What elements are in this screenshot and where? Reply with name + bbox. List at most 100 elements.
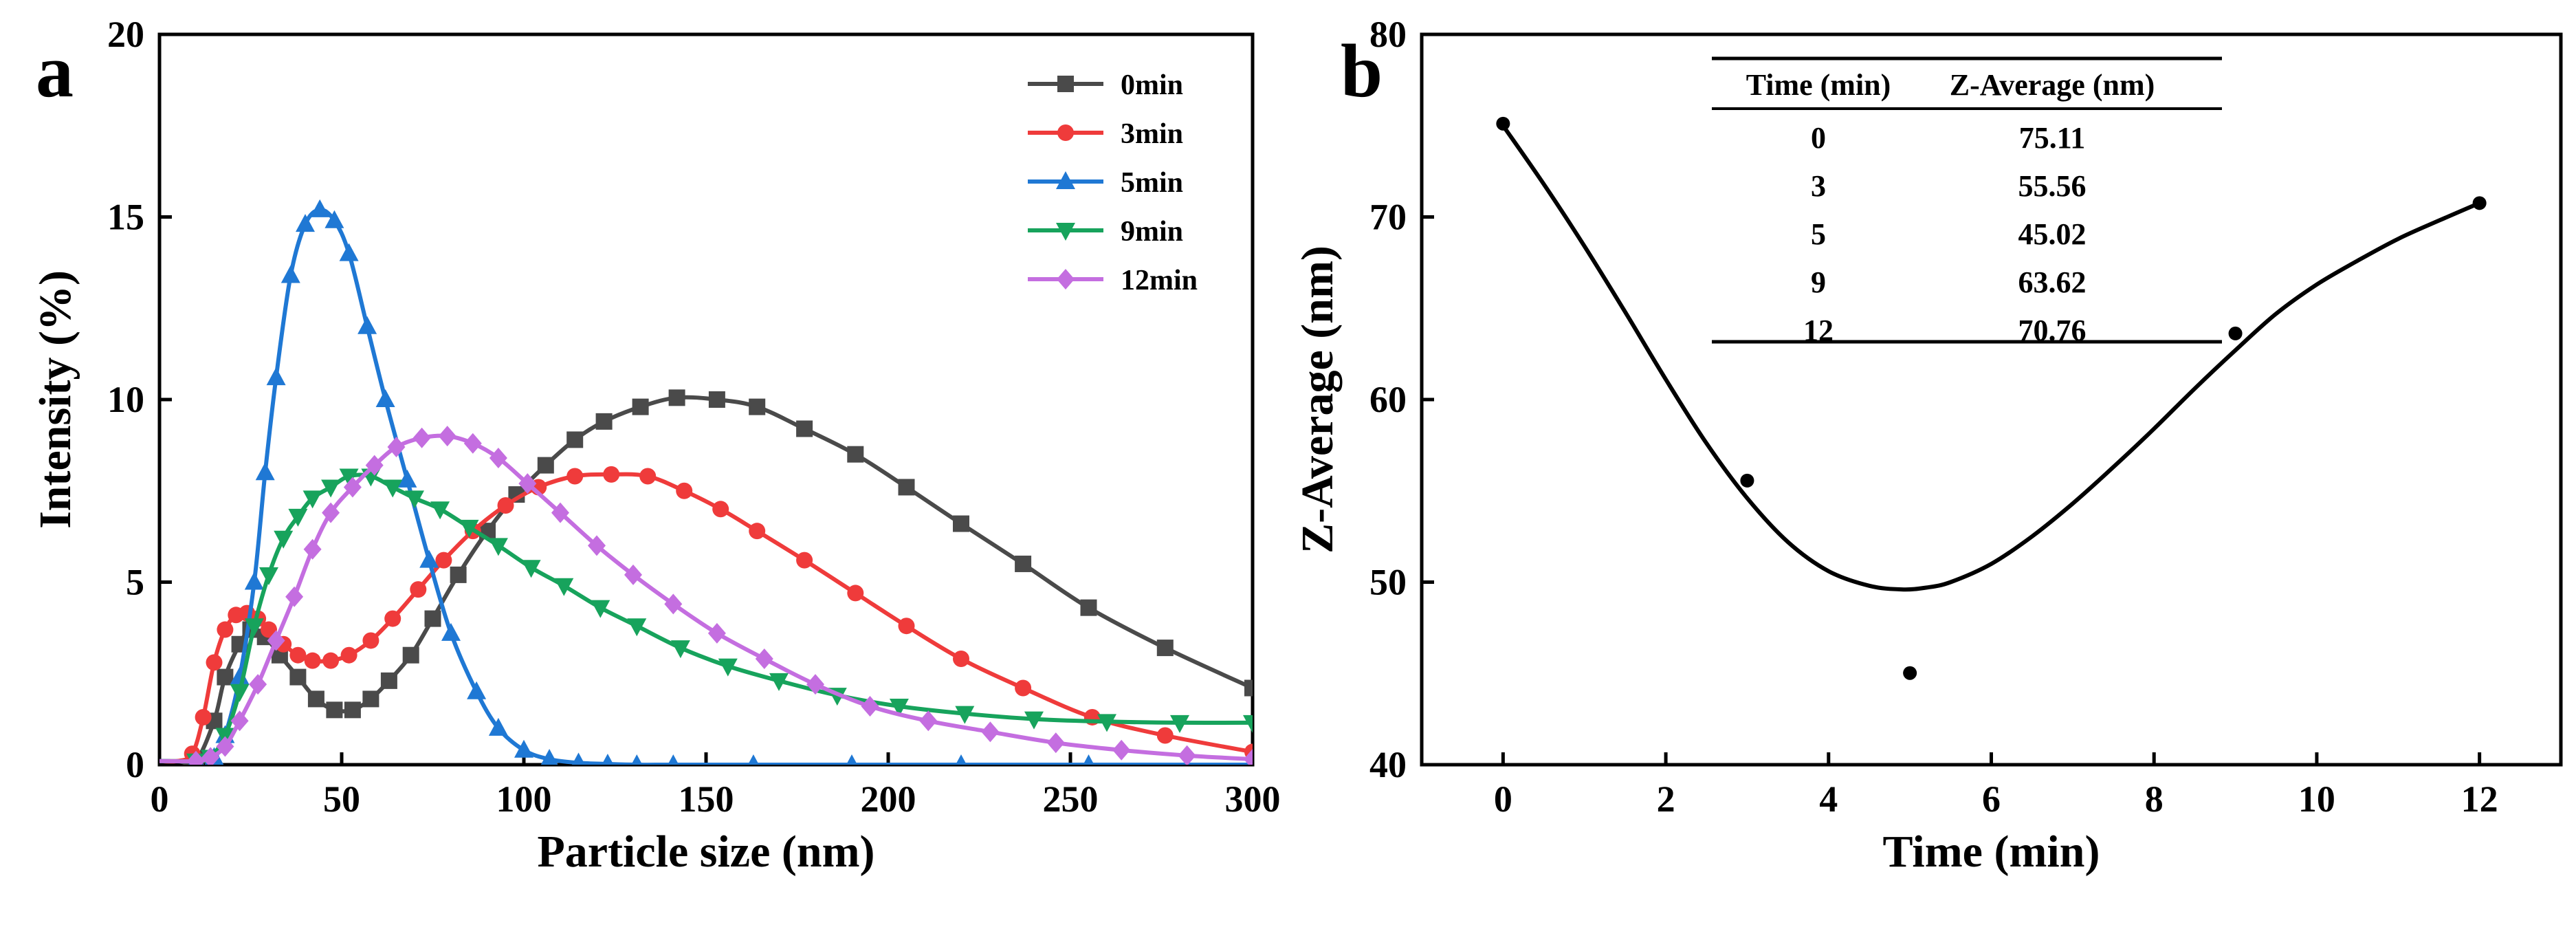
panel-label-b: b xyxy=(1341,29,1383,113)
data-point-3min xyxy=(195,708,212,726)
data-point-12min xyxy=(343,477,362,498)
data-point-3min xyxy=(566,468,584,485)
data-point-12min xyxy=(806,674,824,695)
b-y-tick-label: 40 xyxy=(1369,744,1407,785)
data-point-12min xyxy=(664,593,683,615)
b-plot-frame xyxy=(1420,32,2563,767)
legend-marker-3min xyxy=(1057,124,1074,141)
data-point-0min xyxy=(217,668,234,686)
series-line-5min xyxy=(159,207,1253,765)
legend-marker-12min xyxy=(1057,269,1075,290)
data-point-12min xyxy=(230,710,249,732)
data-point-5min xyxy=(668,754,679,765)
data-point-12min xyxy=(707,622,726,644)
data-point-9min xyxy=(288,508,308,527)
series-line-12min xyxy=(159,433,1253,764)
data-point-9min xyxy=(274,530,294,549)
data-point-9min xyxy=(955,706,975,724)
fit-curve xyxy=(1501,124,2480,592)
data-point-9min xyxy=(554,578,574,596)
data-point-3min xyxy=(410,581,427,598)
data-point-3min xyxy=(603,466,620,483)
data-point-12min xyxy=(1112,739,1131,761)
a-y-tick-label: 0 xyxy=(126,744,144,785)
b-x-tick-label: 4 xyxy=(1819,778,1838,820)
data-point-12min xyxy=(518,473,537,494)
data-point-5min xyxy=(514,739,533,758)
data-point-0min xyxy=(380,672,397,689)
data-point-12min xyxy=(249,674,267,695)
data-point-12min xyxy=(387,437,406,458)
legend-label-0min: 0min xyxy=(1121,69,1183,101)
data-point-0min xyxy=(537,457,554,474)
a-x-tick-label: 200 xyxy=(861,778,916,820)
b-y-axis-label: Z-Average (nm) xyxy=(1292,246,1343,554)
b-x-tick-label: 12 xyxy=(2461,778,2498,820)
data-point-9min xyxy=(670,640,690,659)
b-x-axis-label: Time (min) xyxy=(1883,827,2100,877)
data-point-5min xyxy=(244,571,264,590)
data-point-9min xyxy=(459,519,479,538)
table-cell-time: 5 xyxy=(1811,217,1826,251)
data-point-0min xyxy=(450,566,467,583)
data-point-3min xyxy=(1156,727,1174,744)
data-point-12min xyxy=(267,630,285,651)
data-point-0min xyxy=(424,610,441,627)
data-point-5min xyxy=(441,622,461,641)
b-x-tick-label: 8 xyxy=(2145,778,2164,820)
a-y-axis-label: Intensity (%) xyxy=(30,270,80,529)
b-x-tick-label: 2 xyxy=(1657,778,1675,820)
series-5min xyxy=(159,199,1253,765)
data-point-3min xyxy=(206,654,223,671)
data-point xyxy=(2472,196,2487,210)
table-cell-time: 0 xyxy=(1811,121,1826,155)
data-point-3min xyxy=(796,552,813,569)
data-point-3min xyxy=(847,585,864,602)
data-point-5min xyxy=(255,462,275,481)
data-point-5min xyxy=(339,243,359,261)
data-point-9min xyxy=(339,468,359,487)
a-x-tick-label: 0 xyxy=(151,778,169,820)
data-point-3min xyxy=(898,618,915,635)
data-point-12min xyxy=(412,427,431,448)
data-point-5min xyxy=(419,549,439,568)
a-x-tick-label: 300 xyxy=(1225,778,1281,820)
data-point-12min xyxy=(861,696,879,717)
data-point-9min xyxy=(230,684,250,702)
data-point-9min xyxy=(889,699,909,717)
series-12min xyxy=(159,426,1253,765)
data-point-12min xyxy=(588,535,606,556)
data-point-0min xyxy=(953,515,969,532)
data-point-12min xyxy=(322,502,340,523)
data-point-9min xyxy=(430,501,450,520)
data-point-5min xyxy=(602,753,614,765)
data-point-3min xyxy=(289,646,307,664)
data-point-0min xyxy=(796,420,813,437)
data-point-9min xyxy=(1170,715,1189,733)
b-y-tick-label: 60 xyxy=(1369,379,1407,420)
a-x-tick-label: 250 xyxy=(1043,778,1099,820)
data-point-3min xyxy=(435,552,452,569)
data-point-5min xyxy=(467,681,487,699)
b-y-tick-label: 50 xyxy=(1369,562,1407,603)
data-point-9min xyxy=(521,560,541,578)
table-cell-zavg: 45.02 xyxy=(2018,217,2087,251)
data-point-12min xyxy=(551,502,569,523)
table-cell-zavg: 75.11 xyxy=(2019,121,2086,155)
data-point-9min xyxy=(383,479,403,498)
data-point-12min xyxy=(624,564,642,585)
table-header: Z-Average (nm) xyxy=(1950,68,2155,102)
data-point-12min xyxy=(303,538,322,560)
data-point-0min xyxy=(307,690,324,708)
data-point-0min xyxy=(1080,599,1097,616)
data-point-3min xyxy=(261,621,277,638)
a-x-axis-label: Particle size (nm) xyxy=(537,827,874,877)
legend-marker-5min xyxy=(1056,171,1075,189)
legend-label-9min: 9min xyxy=(1121,216,1183,248)
b-x-tick-label: 6 xyxy=(1982,778,2001,820)
legend-marker-0min xyxy=(1057,76,1074,92)
data-point-3min xyxy=(497,497,514,514)
data-point-9min xyxy=(259,567,278,585)
data-point xyxy=(1496,116,1510,131)
data-point-3min xyxy=(676,482,693,499)
